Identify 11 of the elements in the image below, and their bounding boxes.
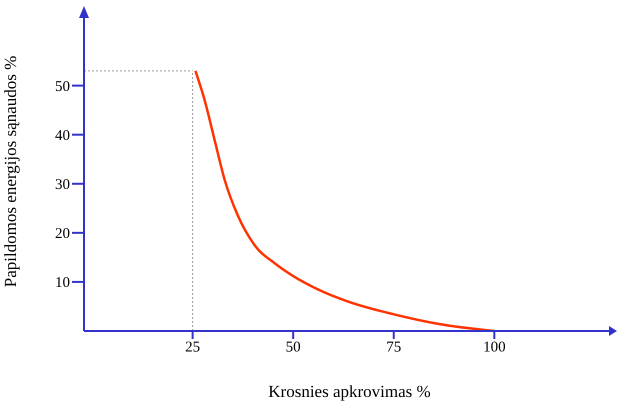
y-tick-label: 20 <box>55 226 70 242</box>
x-tick-label: 100 <box>483 340 506 356</box>
x-axis-title: Krosnies apkrovimas % <box>268 382 431 401</box>
y-tick-label: 40 <box>55 128 70 144</box>
y-tick-label: 50 <box>55 78 70 95</box>
y-axis-title: Papildomos energijos sąnaudos % <box>1 56 20 288</box>
y-tick-label: 10 <box>55 275 70 292</box>
x-tick-label: 50 <box>286 340 301 356</box>
x-tick-label: 25 <box>185 340 200 356</box>
y-tick-label: 30 <box>55 177 70 194</box>
x-tick-label: 75 <box>386 340 402 356</box>
